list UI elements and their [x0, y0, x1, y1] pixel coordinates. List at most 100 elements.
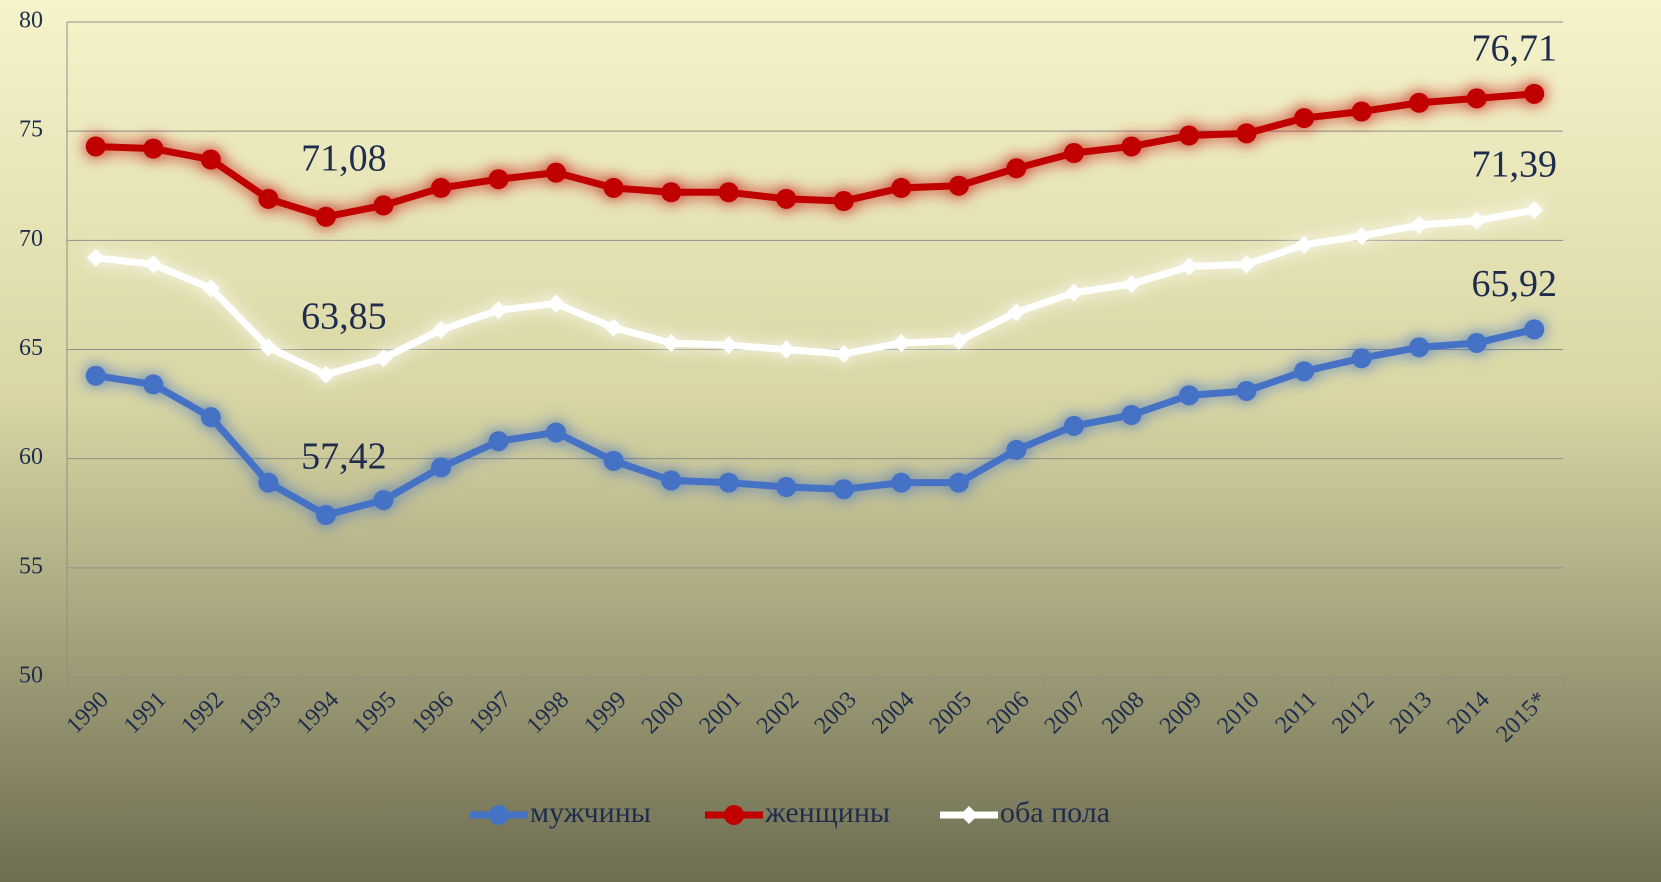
y-tick-label: 65	[19, 335, 43, 361]
point	[259, 338, 278, 357]
point	[431, 457, 451, 478]
y-tick-label: 75	[19, 117, 43, 143]
point	[144, 255, 163, 274]
point	[258, 188, 279, 209]
point	[1466, 88, 1487, 109]
point	[1122, 275, 1141, 293]
point	[892, 333, 911, 352]
point	[1351, 348, 1372, 369]
point	[662, 333, 681, 352]
point	[1063, 143, 1084, 163]
point	[432, 320, 450, 339]
point	[834, 344, 853, 363]
legend-label: оба пола	[1000, 796, 1110, 829]
point	[143, 374, 164, 395]
point	[546, 162, 567, 183]
point	[373, 490, 394, 511]
y-tick-label: 60	[19, 444, 43, 470]
data-label: 71,39	[1471, 144, 1557, 186]
point	[431, 177, 451, 198]
point	[200, 407, 221, 428]
point	[547, 294, 566, 313]
point	[200, 149, 221, 170]
point	[1236, 380, 1257, 401]
point	[604, 318, 623, 337]
point	[1121, 136, 1142, 157]
series	[86, 200, 1544, 384]
point	[949, 331, 968, 350]
point	[777, 340, 796, 359]
point	[1525, 200, 1544, 219]
point	[374, 349, 393, 368]
point	[1179, 385, 1199, 406]
point	[1006, 439, 1027, 460]
point	[1467, 211, 1486, 230]
point	[258, 472, 279, 493]
series	[85, 319, 1545, 525]
y-tick-label: 70	[19, 226, 43, 252]
point	[85, 365, 106, 386]
point	[603, 177, 624, 198]
point	[1064, 283, 1083, 302]
point	[489, 301, 508, 320]
point	[718, 182, 739, 203]
point	[1352, 226, 1371, 245]
point	[776, 477, 797, 498]
point	[833, 191, 854, 212]
point	[1007, 303, 1026, 322]
point	[1294, 361, 1315, 382]
point	[1409, 337, 1430, 358]
point	[661, 470, 682, 491]
point	[86, 248, 105, 267]
point	[315, 206, 336, 227]
data-label: 65,92	[1471, 263, 1557, 305]
point	[833, 479, 854, 500]
point	[143, 138, 164, 159]
y-tick-label: 80	[19, 8, 43, 34]
point	[1063, 415, 1084, 436]
point	[960, 806, 978, 824]
line	[95, 206, 1535, 379]
point	[1409, 92, 1430, 113]
point	[948, 472, 969, 493]
point	[1295, 235, 1314, 254]
point	[316, 365, 335, 384]
point	[719, 336, 738, 355]
point	[891, 177, 912, 198]
data-label: 71,08	[301, 137, 387, 179]
point	[1410, 216, 1429, 235]
point	[1466, 332, 1487, 353]
point	[718, 472, 739, 493]
point	[1524, 83, 1545, 104]
point	[1351, 101, 1372, 122]
legend-label: женщины	[764, 796, 890, 829]
point	[661, 182, 682, 203]
point	[85, 136, 106, 157]
data-label: 57,42	[301, 436, 387, 478]
point	[776, 188, 797, 209]
data-label: 63,85	[301, 295, 387, 337]
point	[488, 431, 509, 452]
point	[201, 279, 220, 298]
point	[1121, 405, 1142, 425]
point	[1179, 125, 1199, 146]
point	[488, 169, 509, 190]
point	[489, 805, 509, 825]
y-tick-label: 55	[19, 553, 43, 579]
point	[891, 472, 912, 493]
point	[1294, 108, 1315, 129]
point	[1237, 255, 1256, 274]
point	[546, 422, 567, 443]
point	[1006, 158, 1027, 179]
y-tick-label: 50	[19, 663, 43, 689]
point	[1524, 319, 1545, 340]
point	[1180, 257, 1198, 276]
point	[1236, 123, 1257, 144]
point	[603, 450, 624, 471]
legend-label: мужчины	[530, 796, 651, 829]
series	[85, 83, 1545, 227]
point	[724, 805, 744, 825]
